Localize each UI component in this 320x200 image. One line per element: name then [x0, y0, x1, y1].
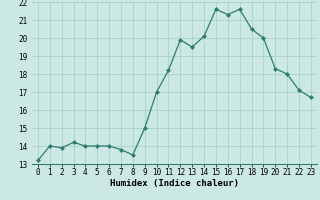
X-axis label: Humidex (Indice chaleur): Humidex (Indice chaleur) — [110, 179, 239, 188]
